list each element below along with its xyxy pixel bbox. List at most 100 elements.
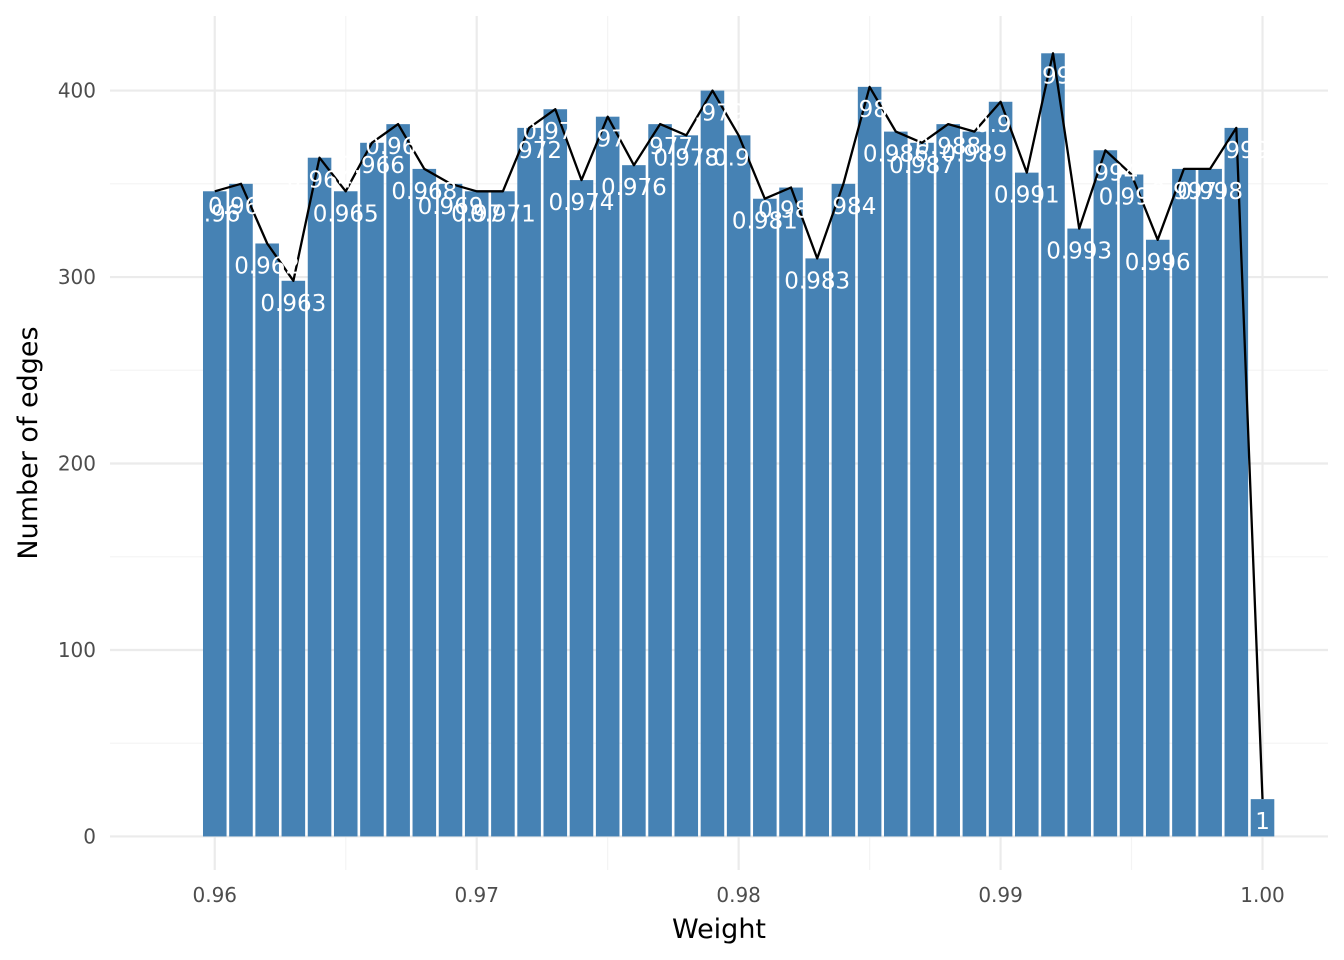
- bar: [517, 127, 541, 837]
- y-axis-tick-labels: 0 100 200 300 400: [58, 79, 96, 849]
- bar: [726, 135, 751, 837]
- bar: [255, 243, 279, 837]
- bar: [412, 168, 437, 837]
- bar: [464, 191, 489, 837]
- bar-label: 0.97: [451, 201, 502, 227]
- bar: [622, 165, 646, 837]
- bar: [569, 180, 594, 837]
- bar-label: 0.992: [1020, 63, 1086, 89]
- bar: [700, 90, 725, 837]
- bar-label: 0.983: [784, 268, 850, 294]
- bar-label: 0.982: [758, 198, 824, 224]
- bar: [674, 135, 699, 837]
- bar: [229, 183, 253, 837]
- bar: [753, 198, 777, 837]
- bar: [202, 191, 227, 837]
- bar: [1067, 228, 1091, 837]
- x-tick-label: 0.96: [193, 883, 238, 907]
- bar-label: 0.966: [339, 153, 405, 179]
- bar: [1224, 127, 1249, 837]
- bar-label: 0.999: [1203, 138, 1269, 164]
- bar: [1250, 799, 1275, 837]
- bar-label: 0.962: [234, 253, 300, 279]
- bar: [491, 191, 515, 837]
- bar-label: 0.989: [941, 142, 1007, 168]
- bar: [1119, 174, 1144, 837]
- bar-label: 0.973: [522, 119, 588, 145]
- bar: [805, 258, 830, 837]
- bar-label: 0.996: [1125, 250, 1191, 276]
- bar-label: 0.99: [975, 112, 1026, 138]
- bar: [988, 101, 1013, 837]
- bar-label: 0.986: [863, 142, 929, 168]
- x-tick-label: 0.99: [978, 883, 1023, 907]
- bar-label: 0.975: [575, 127, 641, 153]
- bar-label: 0.991: [994, 183, 1060, 209]
- bar-label: 0.994: [1072, 160, 1138, 186]
- bar: [936, 124, 960, 837]
- bar-label: 0.969: [418, 194, 484, 220]
- bar-label: 0.984: [810, 194, 876, 220]
- bar-label: 0.965: [313, 201, 379, 227]
- bar: [307, 157, 332, 837]
- bar-series: [202, 53, 1275, 837]
- x-tick-label: 0.97: [454, 883, 499, 907]
- y-tick-label: 400: [58, 79, 96, 103]
- bar: [333, 191, 358, 837]
- bar-label: 0.978: [653, 145, 719, 171]
- y-tick-label: 300: [58, 265, 96, 289]
- bar-label: 0.997: [1151, 179, 1217, 205]
- x-tick-label: 0.98: [716, 883, 761, 907]
- bar: [1041, 53, 1065, 837]
- bar-label: 0.971: [470, 201, 536, 227]
- y-tick-label: 0: [83, 824, 96, 848]
- bar: [360, 142, 384, 837]
- bar-label: 1: [1255, 809, 1270, 835]
- bar: [595, 116, 620, 837]
- bar: [281, 280, 306, 837]
- bar: [779, 187, 803, 837]
- bar: [831, 183, 856, 837]
- bar: [648, 124, 672, 837]
- bar: [1172, 168, 1196, 837]
- bar-label: 0.976: [601, 175, 667, 201]
- y-tick-label: 200: [58, 452, 96, 476]
- bar-label: 0.981: [732, 209, 798, 235]
- line-series: [214, 52, 1264, 800]
- bar-label: 0.979: [680, 101, 746, 127]
- bar-label: 0.964: [287, 168, 353, 194]
- bar-label: 0.967: [365, 134, 431, 160]
- x-axis-tick-labels: 0.96 0.97 0.98 0.99 1.00: [193, 883, 1285, 907]
- bar-label: 0.995: [1099, 184, 1165, 210]
- y-axis-title: Number of edges: [13, 326, 44, 559]
- bar-label: 0.96: [189, 201, 240, 227]
- bar: [1014, 172, 1039, 837]
- bar-label: 0.963: [260, 291, 326, 317]
- bar: [386, 124, 410, 837]
- bar-label: 0.988: [915, 134, 981, 160]
- bar: [1145, 239, 1170, 837]
- bar: [910, 142, 934, 837]
- bar-label: 0.993: [1046, 239, 1112, 265]
- x-axis-title: Weight: [672, 914, 766, 945]
- bar-label: 0.985: [837, 97, 903, 123]
- bar-label: 0.977: [627, 134, 693, 160]
- bar-label: 0.987: [889, 153, 955, 179]
- bar: [1198, 168, 1222, 837]
- trend-line: [214, 52, 1264, 800]
- x-tick-label: 1.00: [1240, 883, 1285, 907]
- bar: [857, 86, 882, 837]
- bar: [962, 131, 987, 837]
- bar: [1093, 150, 1118, 837]
- bar: [438, 183, 463, 837]
- bar-label: 0.98: [713, 145, 764, 171]
- bar-label: 0.972: [496, 138, 562, 164]
- bar-label: 0.968: [391, 179, 457, 205]
- bar: [543, 109, 568, 837]
- bar-label: 0.998: [1177, 179, 1243, 205]
- bar-label: 0.974: [549, 190, 615, 216]
- bar-label: 0.961: [208, 194, 274, 220]
- y-tick-label: 100: [58, 638, 96, 662]
